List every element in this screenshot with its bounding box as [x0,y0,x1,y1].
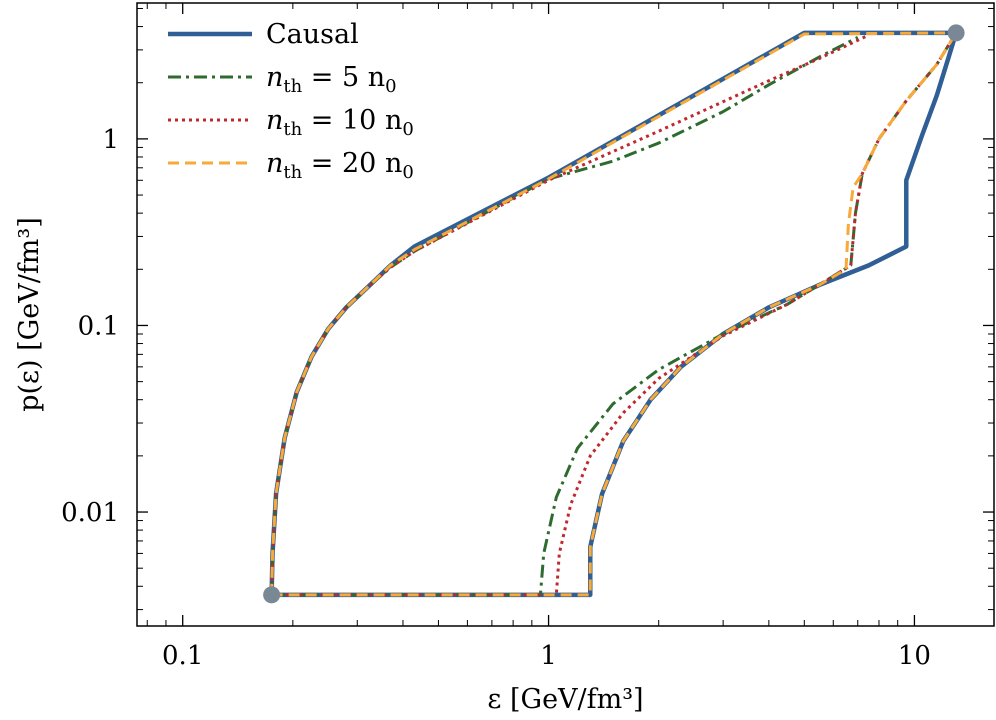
legend-item-3: nth = 10 n0 [168,105,414,140]
y-tick-label-3: 1 [102,125,119,155]
endpoint-marker-1 [263,586,281,604]
legend-item-2: nth = 5 n0 [168,62,397,97]
x-tick-label-1: 0.1 [162,641,203,671]
x-axis-label: ε [GeV/fm³] [487,684,643,715]
y-tick-label-1: 0.01 [61,498,119,528]
y-tick-label-2: 0.1 [78,311,119,341]
series-1-line-2 [271,32,959,598]
legend-item-1: Causal [168,19,359,50]
legend-label-1: Causal [266,19,359,50]
axes: 0.1 1 10 0.01 0.1 1 [61,2,995,671]
plot-frame [136,2,995,627]
legend-label-3: nth = 10 n0 [266,105,414,140]
y-axis-label: p(ε) [GeV/fm³] [14,217,45,412]
x-tick-label-2: 1 [540,641,557,671]
x-tick-label-3: 10 [898,641,931,671]
plot-area [263,24,965,604]
legend-label-4: nth = 20 n0 [266,148,414,183]
series-4 [270,31,958,597]
endpoint-marker-2 [947,24,965,42]
series-4-line-2 [271,32,958,597]
series-4-line-1 [270,31,957,595]
legend-label-2: nth = 5 n0 [266,62,397,97]
legend-item-4: nth = 20 n0 [168,148,414,183]
legend: Causal nth = 5 n0 nth = 10 n0 nth = 20 n0 [168,19,414,183]
